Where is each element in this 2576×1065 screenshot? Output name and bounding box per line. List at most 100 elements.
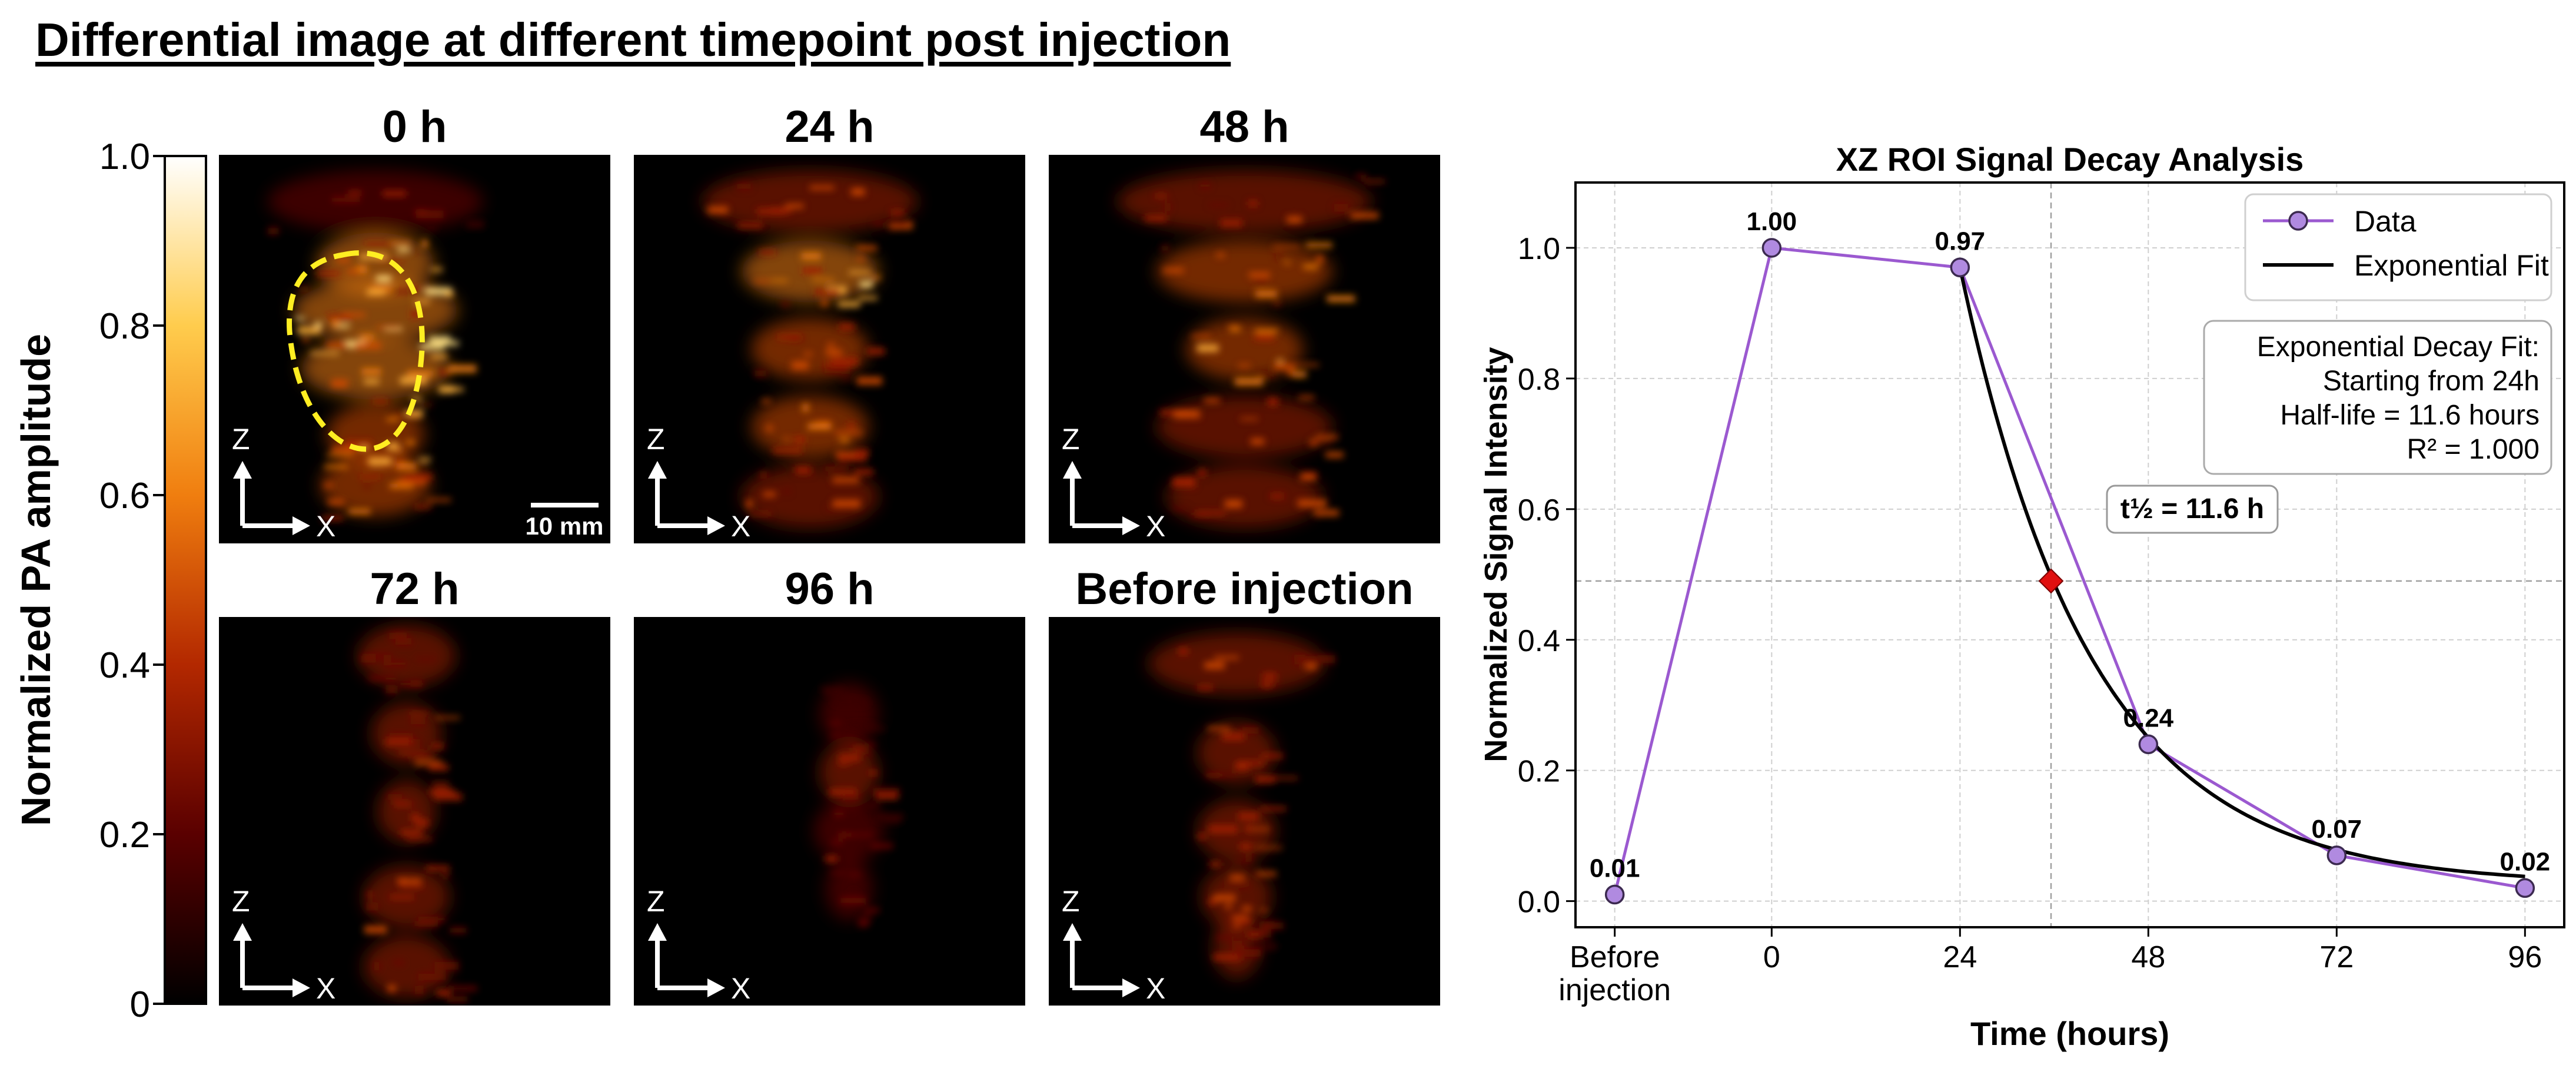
signal-speck — [1249, 272, 1270, 278]
signal-speck — [421, 240, 428, 248]
pa-signal — [1117, 170, 1385, 528]
signal-speck — [754, 370, 766, 377]
signal-speck — [773, 447, 803, 454]
signal-speck — [406, 250, 418, 253]
signal-speck — [1292, 371, 1307, 378]
pa-signal — [268, 170, 485, 521]
signal-speck — [368, 675, 396, 681]
signal-speck — [1254, 333, 1275, 341]
signal-speck — [860, 727, 885, 731]
signal-speck — [795, 466, 811, 474]
signal-speck — [342, 313, 365, 317]
signal-speck — [1242, 906, 1252, 911]
signal-speck — [849, 833, 873, 837]
signal-speck — [363, 485, 371, 488]
signal-speck — [348, 509, 371, 515]
pa-detail — [820, 686, 903, 927]
signal-speck — [883, 820, 900, 824]
signal-speck — [858, 914, 872, 923]
signal-speck — [762, 399, 771, 403]
signal-speck — [336, 257, 351, 263]
glow-blob — [268, 170, 483, 233]
signal-speck — [1245, 825, 1251, 832]
glow-blob — [1117, 170, 1372, 233]
signal-speck — [334, 324, 350, 329]
image-panel: 72 h Z X — [219, 564, 610, 1006]
signal-speck — [418, 916, 446, 922]
z-arrow-head — [1063, 461, 1082, 479]
signal-speck — [1251, 943, 1277, 950]
x-tick-label: 72 — [2319, 940, 2354, 974]
x-arrow-head — [292, 978, 310, 997]
data-label: 1.00 — [1747, 207, 1797, 236]
signal-speck — [434, 961, 459, 970]
signal-speck — [849, 873, 862, 876]
signal-speck — [385, 739, 413, 745]
x-arrow-head — [707, 978, 725, 997]
signal-speck — [1275, 253, 1282, 260]
signal-speck — [1260, 807, 1287, 811]
signal-speck — [1234, 859, 1251, 862]
glow-blob — [1197, 722, 1276, 784]
z-axis-label: Z — [232, 423, 250, 456]
signal-speck — [388, 794, 403, 801]
signal-speck — [331, 197, 360, 203]
signal-speck — [859, 296, 878, 300]
data-point — [2326, 845, 2347, 865]
signal-speck — [395, 638, 412, 645]
signal-speck — [847, 723, 877, 727]
pa-signal — [813, 683, 903, 927]
signal-speck — [448, 364, 477, 373]
signal-speck — [1262, 673, 1277, 679]
signal-speck — [1174, 410, 1186, 419]
signal-speck — [1274, 301, 1281, 305]
signal-speck — [1256, 846, 1282, 850]
halflife-reference-lines — [1575, 183, 2564, 927]
panel-label: 72 h — [370, 564, 459, 614]
signal-speck — [833, 698, 856, 705]
z-axis-label: Z — [1062, 885, 1080, 918]
signal-speck — [354, 342, 381, 349]
signal-speck — [433, 793, 463, 801]
fit-box-frame — [2203, 320, 2552, 475]
signal-speck — [405, 440, 415, 445]
signal-speck — [802, 403, 809, 412]
signal-speck — [829, 788, 857, 796]
pa-detail — [1145, 174, 1385, 517]
signal-speck — [322, 516, 343, 521]
signal-speck — [301, 337, 310, 342]
data-label: 0.01 — [1590, 854, 1640, 883]
signal-speck — [394, 802, 412, 807]
signal-speck — [825, 466, 849, 472]
signal-speck — [400, 884, 423, 888]
signal-speck — [1209, 204, 1228, 207]
signal-speck — [376, 258, 404, 262]
signal-speck — [428, 764, 448, 771]
signal-speck — [324, 465, 348, 469]
signal-speck — [876, 794, 898, 800]
glow-blob — [1148, 632, 1325, 695]
signal-speck — [373, 962, 380, 970]
signal-speck — [862, 751, 873, 755]
signal-speck — [1257, 372, 1274, 377]
signal-speck — [367, 892, 373, 897]
fit-box-line: Exponential Decay Fit: — [2257, 331, 2540, 363]
signal-speck — [442, 874, 449, 878]
signal-speck — [833, 499, 860, 508]
halflife-box-frame — [2106, 485, 2279, 534]
signal-speck — [326, 342, 348, 349]
y-tick-label: 0.6 — [1518, 493, 1560, 527]
signal-speck — [826, 506, 855, 510]
panel-label: 48 h — [1199, 102, 1289, 152]
signal-speck — [856, 699, 868, 706]
signal-speck — [375, 275, 391, 282]
signal-speck — [856, 245, 877, 251]
signal-speck — [310, 351, 340, 356]
signal-speck — [1216, 253, 1225, 257]
signal-speck — [387, 985, 396, 992]
y-tick-label: 1.0 — [1518, 232, 1560, 266]
halflife-label: t½ = 11.6 h — [2120, 493, 2264, 525]
signal-speck — [434, 786, 449, 790]
signal-speck — [411, 719, 426, 725]
signal-speck — [792, 361, 809, 370]
